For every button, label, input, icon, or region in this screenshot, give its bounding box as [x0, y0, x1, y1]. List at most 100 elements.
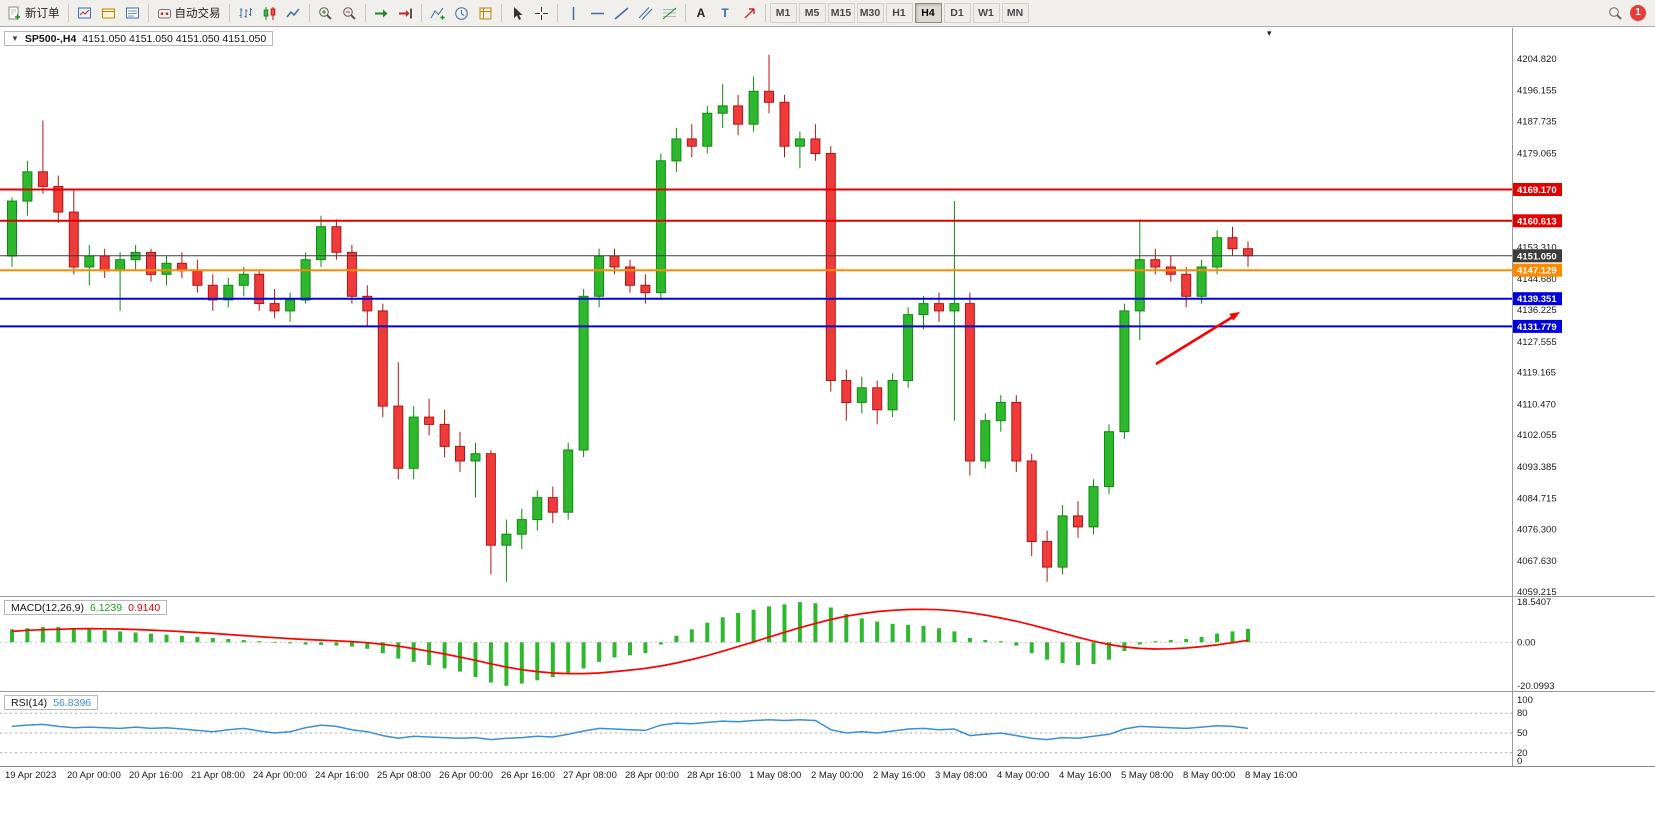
indicators-button[interactable]	[426, 2, 449, 24]
text-label-tool-icon: T	[721, 5, 729, 20]
svg-text:4187.735: 4187.735	[1517, 117, 1557, 128]
svg-text:4153.310: 4153.310	[1517, 243, 1557, 254]
line-chart-icon	[285, 6, 301, 21]
equidistant-channel-icon	[638, 6, 653, 21]
horizontal-line-button[interactable]	[586, 2, 609, 24]
zoom-in-button[interactable]	[314, 2, 337, 24]
price-scale-border	[1512, 28, 1513, 766]
time-label: 26 Apr 00:00	[439, 770, 493, 781]
arrows-tool-button[interactable]	[738, 2, 761, 24]
one-click-collapse-icon[interactable]: ▼	[11, 33, 19, 43]
new-order-button[interactable]: 新订单	[3, 2, 64, 24]
svg-text:4160.613: 4160.613	[1517, 216, 1557, 227]
time-axis[interactable]: 19 Apr 2023 20 Apr 00:00 20 Apr 16:00 21 Ap…	[0, 766, 1655, 783]
time-label: 21 Apr 08:00	[191, 770, 245, 781]
profiles-icon	[101, 6, 116, 21]
templates-button[interactable]	[474, 2, 497, 24]
timeframe-button-w1[interactable]: W1	[972, 3, 1000, 23]
time-label: 26 Apr 16:00	[501, 770, 555, 781]
toolbar-separator	[684, 4, 686, 22]
timeframe-button-h1[interactable]: H1	[885, 3, 913, 23]
time-label: 20 Apr 16:00	[129, 770, 183, 781]
time-label: 27 Apr 08:00	[563, 770, 617, 781]
toolbar-separator	[228, 4, 230, 22]
svg-text:4144.680: 4144.680	[1517, 274, 1557, 285]
svg-text:4204.820: 4204.820	[1517, 54, 1557, 65]
timeframe-button-m15[interactable]: M15	[827, 3, 855, 23]
svg-text:4147.129: 4147.129	[1517, 266, 1557, 277]
time-label: 28 Apr 00:00	[625, 770, 679, 781]
chart-ohlc-values: 4151.050 4151.050 4151.050 4151.050	[82, 32, 267, 45]
svg-text:4119.165: 4119.165	[1517, 368, 1556, 379]
timeframe-button-h4[interactable]: H4	[914, 3, 942, 23]
macd-panel-divider[interactable]	[0, 596, 1655, 597]
auto-trading-button[interactable]: 自动交易	[153, 2, 225, 24]
time-label: 20 Apr 00:00	[67, 770, 121, 781]
profiles-button[interactable]	[97, 2, 120, 24]
svg-text:4110.470: 4110.470	[1517, 399, 1556, 410]
crosshair-button[interactable]	[530, 2, 553, 24]
rsi-value: 56.8396	[53, 696, 92, 709]
timeframe-button-mn[interactable]: MN	[1001, 3, 1029, 23]
rsi-canvas[interactable]: 100 80 50 200	[0, 692, 1655, 766]
toolbar-separator	[500, 4, 502, 22]
notification-badge[interactable]: 1	[1630, 5, 1646, 21]
text-tool-button[interactable]: A	[690, 2, 713, 24]
toolbar-separator	[364, 4, 366, 22]
indicators-icon	[430, 6, 445, 21]
trendline-button[interactable]	[610, 2, 633, 24]
macd-canvas[interactable]: 18.5407 0.00 -20.0993	[0, 597, 1655, 692]
svg-text:50: 50	[1517, 728, 1528, 739]
timeframe-button-m5[interactable]: M5	[798, 3, 826, 23]
line-chart-button[interactable]	[282, 2, 305, 24]
toolbar-separator	[308, 4, 310, 22]
equidistant-channel-button[interactable]	[634, 2, 657, 24]
svg-text:4102.055: 4102.055	[1517, 430, 1557, 441]
time-label: 3 May 08:00	[935, 770, 988, 781]
auto-scroll-button[interactable]	[370, 2, 393, 24]
periods-button[interactable]	[450, 2, 473, 24]
rsi-header: RSI(14) 56.8396	[4, 695, 99, 710]
bar-chart-icon	[238, 6, 253, 21]
rsi-label: RSI(14)	[11, 696, 48, 709]
timeframe-button-d1[interactable]: D1	[943, 3, 971, 23]
time-label: 19 Apr 2023	[5, 770, 57, 781]
macd-label: MACD(12,26,9)	[11, 601, 84, 614]
time-label: 24 Apr 00:00	[253, 770, 307, 781]
chart-window-button[interactable]	[73, 2, 96, 24]
candlestick-chart-button[interactable]	[258, 2, 281, 24]
rsi-panel-divider[interactable]	[0, 691, 1655, 692]
vertical-line-button[interactable]	[562, 2, 585, 24]
svg-text:-20.0993: -20.0993	[1517, 681, 1555, 692]
text-label-tool-button[interactable]: T	[714, 2, 737, 24]
time-label: 28 Apr 16:00	[687, 770, 741, 781]
svg-text:80: 80	[1517, 708, 1528, 719]
svg-text:0.00: 0.00	[1517, 637, 1536, 648]
chart-info-bar: ▼ SP500-,H4 4151.050 4151.050 4151.050 4…	[4, 31, 274, 46]
bar-chart-button[interactable]	[234, 2, 257, 24]
auto-trading-label: 自动交易	[174, 8, 221, 20]
fibonacci-icon	[662, 6, 677, 21]
svg-text:4059.215: 4059.215	[1517, 587, 1557, 597]
zoom-out-button[interactable]	[338, 2, 361, 24]
search-button[interactable]	[1604, 2, 1627, 24]
macd-signal-value: 0.9140	[128, 601, 161, 614]
time-label: 2 May 00:00	[811, 770, 864, 781]
main-chart-canvas[interactable]: 4204.820 4196.155 4187.735 4179.065 4153.310…	[0, 28, 1655, 597]
scroll-end-marker: ▾	[1267, 28, 1272, 38]
svg-text:4127.555: 4127.555	[1517, 337, 1557, 348]
timeframe-button-m30[interactable]: M30	[856, 3, 884, 23]
svg-text:20: 20	[1517, 748, 1528, 759]
candlestick-icon	[262, 6, 277, 21]
timeframe-button-m1[interactable]: M1	[769, 3, 797, 23]
toolbar-separator	[764, 4, 766, 22]
svg-text:4084.715: 4084.715	[1517, 494, 1557, 505]
svg-text:4151.050: 4151.050	[1517, 251, 1557, 262]
cursor-button[interactable]	[506, 2, 529, 24]
crosshair-icon	[534, 6, 549, 21]
trendline-icon	[614, 6, 629, 21]
chart-shift-button[interactable]	[394, 2, 417, 24]
fibonacci-button[interactable]	[658, 2, 681, 24]
market-watch-button[interactable]	[121, 2, 144, 24]
